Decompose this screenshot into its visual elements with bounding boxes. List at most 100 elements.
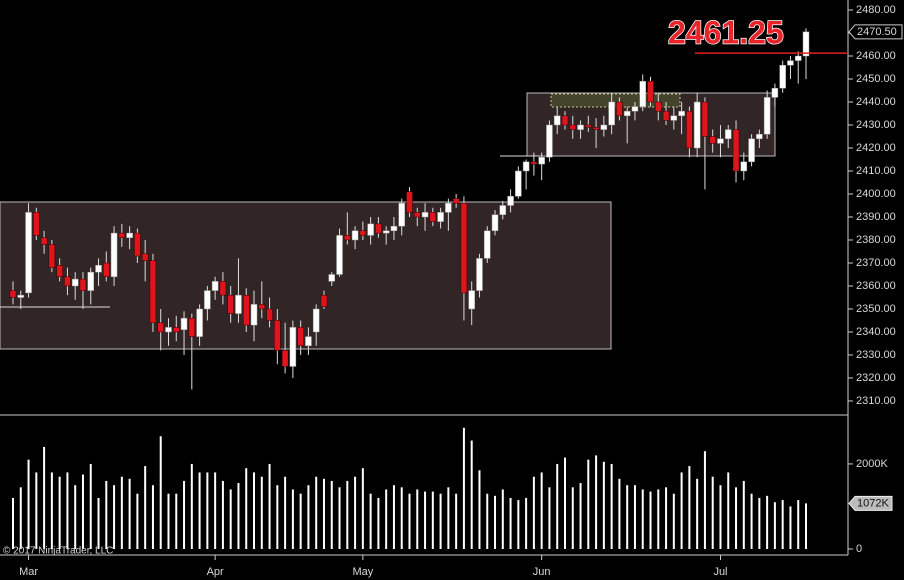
- volume-bar: [190, 463, 193, 549]
- volume-bar: [237, 483, 240, 549]
- candle-body: [546, 124, 553, 158]
- volume-bar: [563, 457, 566, 549]
- candle-body: [794, 55, 802, 61]
- volume-bar: [346, 480, 349, 549]
- volume-bar: [610, 463, 613, 549]
- volume-bar: [462, 427, 465, 549]
- candle-body: [686, 110, 693, 149]
- candle-body: [242, 294, 250, 326]
- candle-body: [468, 290, 475, 310]
- volume-bar: [260, 476, 263, 549]
- candle-body: [235, 294, 242, 314]
- candle-body: [608, 101, 615, 126]
- volume-bar: [688, 466, 691, 549]
- y-tick-label: 2360.00: [856, 280, 896, 292]
- volume-bar: [470, 440, 473, 549]
- candle-body: [452, 198, 460, 204]
- candle-body: [406, 191, 413, 213]
- candle-body: [538, 156, 545, 165]
- candle-body: [530, 161, 538, 165]
- candle-body: [375, 223, 382, 234]
- volume-bar: [408, 493, 411, 549]
- last-volume-label: 1072K: [857, 497, 889, 509]
- volume-bar: [105, 480, 108, 549]
- volume-bar: [439, 493, 442, 549]
- volume-bar: [315, 476, 318, 549]
- volume-bar: [719, 485, 722, 549]
- candle-body: [623, 110, 631, 117]
- volume-bar: [641, 489, 644, 549]
- volume-bar: [532, 476, 535, 549]
- volume-bar: [789, 506, 792, 549]
- candle-body: [678, 110, 685, 117]
- volume-bar: [35, 472, 38, 549]
- volume-bar: [680, 472, 683, 549]
- candle-body: [289, 327, 297, 367]
- volume-bar: [517, 500, 520, 549]
- volume-bar: [276, 485, 279, 549]
- x-tick-label: May: [352, 566, 373, 578]
- volume-bar: [781, 500, 784, 549]
- volume-bar: [657, 489, 660, 549]
- candle-body: [40, 237, 48, 245]
- y-tick-label: 2330.00: [856, 349, 896, 361]
- volume-bar: [221, 480, 224, 549]
- volume-bar: [540, 472, 543, 549]
- volume-bar: [338, 487, 341, 549]
- volume-bar: [50, 472, 53, 549]
- marks: 2310.00 2320.00 2330.00 2340.00 2350.00 2360.…: [9, 4, 903, 578]
- candle-body: [499, 205, 507, 215]
- candle-body: [336, 235, 343, 275]
- y-tick-label: 2320.00: [856, 372, 896, 384]
- candle-body: [367, 223, 374, 236]
- volume-bar: [773, 502, 776, 549]
- volume-bar: [556, 463, 559, 549]
- y-tick-label: 2430.00: [856, 119, 896, 131]
- volume-bar: [587, 459, 590, 549]
- candle-body: [258, 304, 266, 310]
- last-price-tag: [848, 24, 903, 40]
- y-tick-label: 2420.00: [856, 142, 896, 154]
- candle-body: [491, 214, 499, 232]
- candle-body: [196, 308, 203, 337]
- candle-body: [180, 317, 188, 330]
- volume-bar: [478, 470, 481, 549]
- y-tick-label: 2390.00: [856, 211, 896, 223]
- volume-bar: [392, 485, 395, 549]
- candle-body: [701, 101, 709, 137]
- volume-bar: [548, 487, 551, 549]
- volume-bar: [416, 489, 419, 549]
- volume-bar: [742, 480, 745, 549]
- volume-bar: [665, 487, 668, 549]
- candle-body: [476, 258, 483, 291]
- volume-bar: [27, 459, 30, 549]
- candle-body: [771, 87, 779, 98]
- volume-bar: [735, 487, 738, 549]
- candle-body: [359, 230, 367, 236]
- volume-bar: [494, 495, 497, 549]
- candle-body: [281, 350, 289, 367]
- y-tick-label: 0: [856, 543, 862, 555]
- candle-body: [483, 230, 491, 259]
- volume-bar: [758, 497, 761, 549]
- candle-body: [569, 124, 577, 130]
- volume-bar: [159, 436, 162, 549]
- candle-body: [585, 124, 592, 128]
- volume-bar: [253, 472, 256, 549]
- candle-body: [157, 322, 164, 333]
- candle-body: [709, 136, 716, 144]
- volume-bar: [727, 472, 730, 549]
- volume-bar: [385, 489, 388, 549]
- candle-body: [103, 262, 110, 278]
- candle-body: [48, 244, 56, 268]
- y-tick-label: 2380.00: [856, 234, 896, 246]
- candle-body: [522, 161, 530, 172]
- volume-bar: [245, 468, 248, 549]
- volume-bar: [361, 468, 364, 549]
- volume-bar: [330, 480, 333, 549]
- x-tick-label: Jul: [713, 566, 727, 578]
- candle-body: [693, 101, 701, 149]
- volume-bar: [136, 493, 139, 549]
- candle-body: [655, 101, 662, 112]
- y-tick-label: 2340.00: [856, 326, 896, 338]
